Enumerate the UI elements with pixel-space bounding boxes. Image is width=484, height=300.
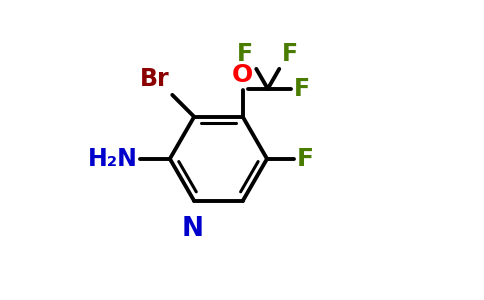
Text: F: F (237, 42, 253, 66)
Text: F: F (282, 42, 298, 66)
Text: Br: Br (140, 68, 170, 92)
Text: F: F (297, 147, 314, 171)
Text: O: O (232, 63, 253, 87)
Text: F: F (294, 77, 310, 101)
Text: H₂N: H₂N (88, 147, 138, 171)
Text: N: N (182, 216, 204, 242)
